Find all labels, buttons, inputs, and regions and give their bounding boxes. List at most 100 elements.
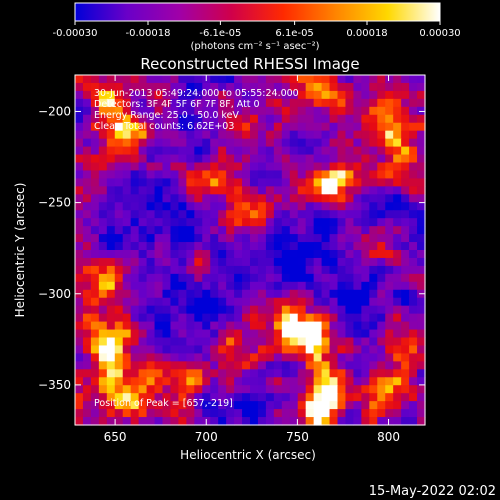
heatmap-cell — [90, 178, 100, 187]
heatmap-cell — [154, 75, 164, 84]
heatmap-cell — [297, 114, 307, 124]
heatmap-cell — [250, 393, 259, 402]
heatmap-cell — [337, 313, 347, 323]
heatmap-cell — [313, 154, 323, 164]
heatmap-cell — [122, 90, 132, 100]
heatmap-cell — [329, 273, 339, 283]
heatmap-cell — [98, 265, 108, 275]
heatmap-cell — [226, 138, 235, 148]
heatmap-cell — [210, 234, 219, 243]
heatmap-cell — [170, 130, 179, 140]
heatmap-cell — [82, 170, 92, 179]
heatmap-cell — [297, 353, 307, 362]
heatmap-cell — [234, 162, 243, 172]
heatmap-cell — [106, 234, 116, 243]
heatmap-cell — [385, 194, 394, 203]
heatmap-cell — [114, 273, 124, 283]
heatmap-cell — [130, 289, 140, 299]
heatmap-cell — [250, 226, 259, 235]
heatmap-cell — [369, 265, 378, 275]
heatmap-cell — [162, 313, 172, 323]
heatmap-cell — [75, 297, 84, 307]
heatmap-cell — [178, 409, 187, 418]
heatmap-cell — [170, 250, 179, 259]
heatmap-cell — [281, 273, 291, 283]
heatmap-cell — [242, 218, 251, 227]
heatmap-cell — [75, 98, 84, 108]
heatmap-cell — [353, 226, 362, 235]
heatmap-cell — [98, 98, 108, 108]
heatmap-cell — [178, 186, 187, 195]
heatmap-cell — [210, 265, 219, 275]
heatmap-cell — [226, 178, 235, 187]
heatmap-cell — [202, 234, 211, 243]
heatmap-cell — [297, 146, 307, 156]
heatmap-cell — [305, 210, 315, 219]
heatmap-cell — [273, 194, 283, 203]
heatmap-cell — [385, 146, 394, 156]
heatmap-cell — [75, 257, 84, 267]
heatmap-cell — [377, 122, 386, 132]
heatmap-cell — [361, 345, 370, 354]
heatmap-cell — [361, 313, 370, 323]
heatmap-cell — [369, 178, 378, 187]
heatmap-cell — [313, 114, 323, 124]
heatmap-cell — [305, 273, 315, 283]
heatmap-cell — [321, 194, 331, 203]
heatmap-cell — [234, 82, 243, 92]
heatmap-cell — [265, 409, 275, 418]
heatmap-cell — [210, 345, 219, 354]
heatmap-cell — [369, 114, 378, 124]
heatmap-cell — [114, 82, 124, 92]
heatmap-cell — [106, 122, 116, 132]
heatmap-cell — [194, 385, 203, 394]
heatmap-cell — [321, 154, 331, 164]
heatmap-cell — [257, 409, 267, 418]
heatmap-cell — [361, 75, 370, 84]
annotation-detectors: Detectors: 3F 4F 5F 6F 7F 8F, Att 0 — [94, 99, 260, 110]
heatmap-cell — [178, 385, 187, 394]
heatmap-cell — [226, 353, 235, 362]
heatmap-cell — [186, 289, 195, 299]
heatmap-cell — [130, 130, 140, 140]
heatmap-cell — [289, 90, 299, 100]
heatmap-cell — [250, 417, 259, 426]
heatmap-cell — [361, 281, 370, 291]
heatmap-cell — [297, 289, 307, 299]
heatmap-cell — [393, 146, 402, 156]
heatmap-cell — [313, 178, 323, 187]
heatmap-cell — [305, 417, 315, 426]
heatmap-cell — [273, 369, 283, 378]
heatmap-cell — [154, 186, 164, 195]
heatmap-cell — [401, 90, 410, 100]
heatmap-cell — [242, 353, 251, 362]
heatmap-cell — [250, 250, 259, 259]
heatmap-cell — [154, 289, 164, 299]
heatmap-cell — [242, 281, 251, 291]
heatmap-cell — [202, 154, 211, 164]
heatmap-cell — [186, 337, 195, 347]
heatmap-cell — [273, 106, 283, 116]
heatmap-cell — [337, 106, 347, 116]
heatmap-cell — [146, 329, 156, 339]
heatmap-cell — [337, 257, 347, 267]
heatmap-cell — [138, 202, 148, 211]
heatmap-cell — [122, 98, 132, 108]
heatmap-cell — [242, 234, 251, 243]
heatmap-cell — [353, 385, 362, 394]
heatmap-cell — [154, 369, 164, 378]
heatmap-cell — [337, 321, 347, 331]
heatmap-cell — [321, 313, 331, 323]
heatmap-cell — [170, 98, 179, 108]
heatmap-cell — [170, 202, 179, 211]
heatmap-cell — [130, 90, 140, 100]
heatmap-cell — [353, 377, 362, 386]
heatmap-cell — [305, 257, 315, 267]
heatmap-cell — [361, 170, 370, 179]
heatmap-cell — [242, 210, 251, 219]
heatmap-cell — [194, 122, 203, 132]
heatmap-cell — [218, 265, 227, 275]
heatmap-cell — [82, 122, 92, 132]
heatmap-cell — [401, 305, 410, 315]
heatmap-cell — [114, 313, 124, 323]
